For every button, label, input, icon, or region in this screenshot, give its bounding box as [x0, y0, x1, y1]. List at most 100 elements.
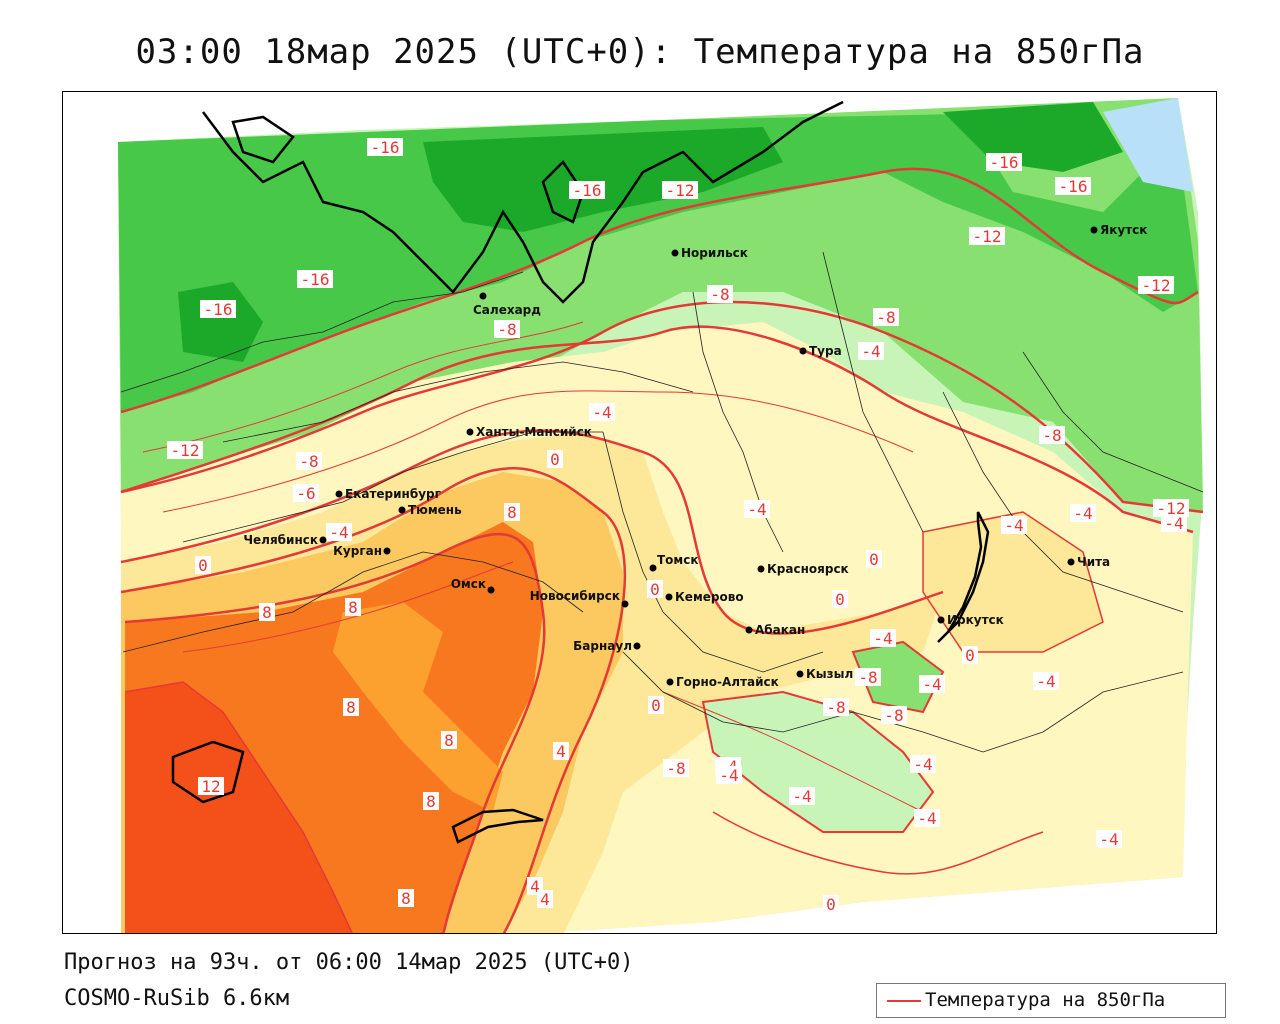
- isotherm-label-text: 8: [444, 731, 454, 750]
- isotherm-label-text: -4: [1073, 504, 1092, 523]
- isotherm-label: -4: [870, 629, 896, 648]
- isotherm-line: [162, 390, 914, 513]
- isotherm-label-bg: [986, 153, 1022, 171]
- isotherm-label-bg: [1070, 504, 1096, 522]
- city-marker: Екатеринбург: [335, 487, 441, 501]
- isotherm-label-bg: [367, 138, 403, 156]
- isotherm-label-bg: [293, 484, 319, 502]
- isotherm-label-text: 8: [426, 792, 436, 811]
- isotherm-label-bg: [1055, 177, 1091, 195]
- city-label: Иркутск: [947, 613, 1004, 627]
- coastline: [202, 100, 844, 304]
- isotherm-label: -8: [855, 668, 881, 687]
- isotherm-label-text: -4: [1036, 672, 1055, 691]
- isotherm-line: [922, 511, 1104, 653]
- coastline: [541, 160, 585, 224]
- isotherm-label-bg: [198, 777, 224, 795]
- isotherm-label: -4: [744, 500, 770, 519]
- isotherm-line: [120, 167, 1199, 414]
- city-dot: [796, 670, 804, 678]
- isotherm-label: 8: [441, 731, 457, 750]
- isotherm-label-bg: [441, 731, 457, 749]
- city-dot: [1067, 558, 1075, 566]
- isotherm-label-bg: [423, 792, 439, 810]
- isotherm-label-text: -4: [592, 403, 611, 422]
- city-dot: [799, 347, 807, 355]
- isotherm-label: -8: [881, 706, 907, 725]
- city-dot: [319, 536, 327, 544]
- field-plus-8-tongue: [333, 602, 503, 812]
- isotherm-label-bg: [707, 285, 733, 303]
- isotherm-label-bg: [504, 503, 520, 521]
- isotherm-label: 0: [832, 590, 848, 609]
- isotherm-label-bg: [969, 227, 1005, 245]
- legend: Температура на 850гПа: [876, 983, 1226, 1018]
- isotherm-label-bg: [1161, 514, 1187, 532]
- city-marker: Кызыл: [796, 667, 853, 681]
- isotherm-label-bg: [1096, 830, 1122, 848]
- model-info: COSMO-RuSib 6.6км: [64, 986, 290, 1011]
- isotherm-label-text: 0: [835, 590, 845, 609]
- isotherm-label-text: 4: [540, 890, 550, 909]
- isotherm-label-bg: [823, 895, 839, 913]
- isotherm-label-text: 8: [348, 598, 358, 617]
- isotherm-label: 8: [259, 603, 275, 622]
- city-dot: [671, 249, 679, 257]
- city-label: Кызыл: [806, 667, 853, 681]
- city-marker: Тюмень: [398, 503, 462, 517]
- city-dot: [665, 593, 673, 601]
- isotherm-label: -4: [1096, 830, 1122, 849]
- isotherm-label-text: -8: [299, 452, 318, 471]
- isotherm-label: -4: [589, 403, 615, 422]
- isotherm-label: -8: [707, 285, 733, 304]
- isotherm-label-text: 0: [550, 450, 560, 469]
- isotherm-label: -8: [873, 308, 899, 327]
- isotherm-label: 0: [866, 550, 882, 569]
- isotherm-label-text: 0: [965, 646, 975, 665]
- isotherm-label-text: -4: [873, 629, 892, 648]
- isotherm-label-bg: [919, 675, 945, 693]
- isotherm-label-bg: [167, 441, 203, 459]
- isotherm-label-bg: [1039, 426, 1065, 444]
- region-border: [602, 431, 824, 673]
- isotherm-label-text: -8: [710, 285, 729, 304]
- isotherm-label-text: -4: [792, 787, 811, 806]
- isotherm-label-text: -12: [1157, 499, 1186, 518]
- coastline: [231, 115, 295, 164]
- isotherm-label: 0: [823, 895, 839, 914]
- isotherm-label: -4: [789, 787, 815, 806]
- legend-line-swatch: [887, 1000, 921, 1002]
- isotherm-label-text: -4: [1164, 514, 1183, 533]
- city-marker: Томск: [649, 553, 699, 572]
- isotherm-label: -12: [969, 227, 1005, 246]
- isotherm-label-text: -16: [573, 181, 602, 200]
- isotherm-label-bg: [914, 809, 940, 827]
- region-border: [692, 291, 784, 553]
- isotherm-label: -12: [1138, 276, 1174, 295]
- map-panel: -16 -16 -12 -16 -16 -16 -12 -8 -8 -12 -16 -8 -4 -12 -4…: [62, 91, 1217, 934]
- isotherm-labels: -16-16 -12-16-16-16-12-8-8-12-16-8-4-12-4…: [167, 138, 1189, 914]
- isotherm-label-bg: [195, 556, 211, 574]
- isotherm-label-text: 0: [869, 550, 879, 569]
- isotherm-label-bg: [716, 766, 742, 784]
- city-marker: Красноярск: [757, 562, 849, 576]
- isotherm-label: -8: [1039, 426, 1065, 445]
- field-minus-20-north: [423, 127, 783, 232]
- isotherm-label: 4: [553, 742, 569, 761]
- isotherm-label-bg: [962, 646, 978, 664]
- city-marker: Норильск: [671, 246, 748, 260]
- region-border: [122, 551, 584, 653]
- isotherm-label-bg: [1153, 499, 1189, 517]
- isotherm-label-text: 0: [826, 895, 836, 914]
- isotherm-label-text: 0: [198, 556, 208, 575]
- isotherm-line: [120, 467, 627, 933]
- isotherm-label-text: 0: [650, 580, 660, 599]
- city-label: Горно-Алтайск: [676, 675, 779, 689]
- city-label: Новосибирск: [530, 589, 620, 603]
- field-polar-blue: [1103, 98, 1193, 192]
- city-dot: [1090, 226, 1098, 234]
- coastlines: [171, 100, 990, 844]
- isotherm-label-bg: [648, 696, 664, 714]
- city-label: Красноярск: [767, 562, 849, 576]
- isotherm-label-bg: [663, 759, 689, 777]
